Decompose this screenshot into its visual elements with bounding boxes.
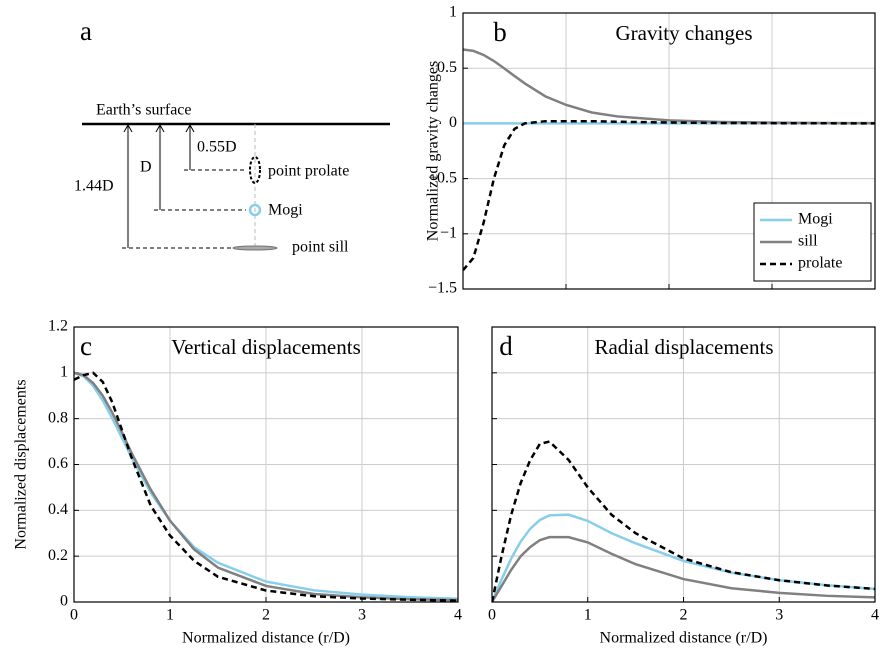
plot-frame bbox=[491, 326, 876, 603]
arrow-head bbox=[155, 123, 165, 133]
prolate-source bbox=[249, 156, 261, 184]
series-line bbox=[492, 535, 875, 602]
plot-frame bbox=[73, 326, 459, 603]
x-tick-label: 3 bbox=[358, 607, 366, 624]
y-tick-label: 0.6 bbox=[48, 455, 68, 472]
x-tick-label: 0 bbox=[488, 607, 496, 624]
panel-label: d bbox=[499, 331, 513, 361]
chart-panel: 0 1 2 3 4 0 0.2 0.4 0.6 0.8 1 1.2 c Vertical displace… bbox=[13, 318, 462, 647]
chart-title: Vertical displacements bbox=[171, 335, 361, 359]
x-axis-label: Normalized distance (r/D) bbox=[182, 630, 350, 647]
surface-label: Earth’s surface bbox=[96, 102, 192, 119]
y-tick-label: 0.2 bbox=[48, 547, 68, 564]
y-tick-label: 0.4 bbox=[48, 501, 68, 518]
arrow-head bbox=[123, 123, 133, 133]
series-group bbox=[463, 48, 875, 272]
chart-panel: 0 1 2 3 4 d Radial displacements Normalized dis… bbox=[488, 326, 879, 647]
y-tick-label: −1 bbox=[440, 224, 457, 241]
y-axis-label: Normalized gravity changes bbox=[425, 61, 442, 241]
depth-label: 0.55D bbox=[197, 139, 237, 156]
series-line bbox=[492, 440, 875, 602]
source-label: Mogi bbox=[268, 202, 303, 219]
x-tick-label: 4 bbox=[871, 607, 879, 624]
x-axis-label: Normalized distance (r/D) bbox=[600, 630, 768, 647]
depth-label: 1.44D bbox=[74, 178, 114, 195]
depth-label: D bbox=[140, 159, 152, 176]
y-tick-label: 0 bbox=[60, 593, 68, 610]
plot-frame bbox=[462, 12, 876, 290]
x-tick-label: 4 bbox=[454, 607, 462, 624]
series-line bbox=[74, 371, 458, 602]
y-tick-label: 1.2 bbox=[48, 318, 68, 335]
diagram-a: a Earth’s surface 0.55D D 1.44D point pr… bbox=[74, 16, 390, 256]
legend-label: sill bbox=[798, 233, 818, 250]
y-tick-label: 0.8 bbox=[48, 409, 68, 426]
panel-label: a bbox=[80, 16, 92, 46]
chart-title: Gravity changes bbox=[615, 21, 752, 45]
y-tick-label: −1.5 bbox=[428, 280, 457, 297]
series-line bbox=[74, 371, 458, 602]
y-tick-label: −0.5 bbox=[428, 169, 457, 186]
source-label: point sill bbox=[292, 239, 349, 256]
series-group bbox=[492, 440, 875, 602]
y-tick-label: 0.5 bbox=[437, 59, 457, 76]
x-tick-label: 1 bbox=[166, 607, 174, 624]
y-tick-label: 0 bbox=[449, 114, 457, 131]
arrow-head bbox=[185, 123, 195, 133]
x-tick-label: 3 bbox=[775, 607, 783, 624]
x-tick-label: 2 bbox=[262, 607, 270, 624]
sill-source bbox=[232, 245, 278, 251]
series-line bbox=[463, 119, 875, 272]
x-tick-label: 0 bbox=[70, 607, 78, 624]
x-tick-label: 2 bbox=[680, 607, 688, 624]
legend-label: Mogi bbox=[798, 211, 833, 228]
source-label: point prolate bbox=[268, 163, 349, 180]
y-axis-label: Normalized displacements bbox=[13, 379, 30, 549]
y-tick-label: 1 bbox=[60, 364, 68, 381]
x-tick-label: 1 bbox=[584, 607, 592, 624]
chart-title: Radial displacements bbox=[594, 335, 773, 359]
panel-label: c bbox=[80, 331, 92, 361]
mogi-source bbox=[248, 203, 262, 217]
panel-label: b bbox=[493, 17, 507, 47]
y-tick-label: 1 bbox=[449, 4, 457, 21]
series-group bbox=[74, 371, 458, 602]
legend-label: prolate bbox=[798, 255, 842, 272]
chart-panel: −1.5 −1 −0.5 0 0.5 1 b Gravity changes Normalize… bbox=[425, 4, 876, 297]
